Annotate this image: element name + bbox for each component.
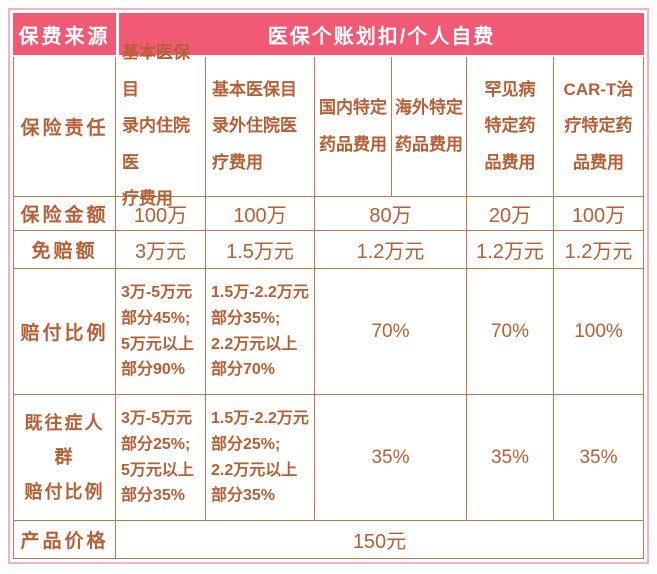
deductible-cart: 1.2万元	[554, 231, 644, 269]
liability-col-rare-disease-drugs: 罕见病 特定药 品费用	[467, 57, 554, 197]
preexisting-payout-rare-disease: 35%	[467, 395, 554, 521]
payout-specified-drugs: 70%	[315, 269, 467, 395]
preexisting-payout-specified-drugs: 35%	[315, 395, 467, 521]
product-price-value: 150元	[116, 521, 644, 559]
premium-source-header-row: 保费来源 医保个账划扣/个人自费	[13, 13, 644, 55]
payout-inpatient-in-catalog: 3万-5万元 部分45%; 5万元以上 部分90%	[116, 269, 206, 395]
liability-col-inpatient-out-catalog: 基本医保目 录外住院医 疗费用	[206, 57, 315, 197]
preexisting-payout-cart: 35%	[554, 395, 644, 521]
liability-col-overseas-drugs: 海外特定 药品费用	[392, 57, 467, 197]
row-label-insured-amount: 保险金额	[14, 197, 116, 231]
preexisting-payout-inpatient-out-catalog: 1.5万-2.2万元 部分25%; 2.2万元以上 部分35%	[206, 395, 315, 521]
liability-col-domestic-drugs: 国内特定 药品费用	[315, 57, 392, 197]
payout-rare-disease: 70%	[467, 269, 554, 395]
premium-source-value: 医保个账划扣/个人自费	[119, 13, 644, 55]
preexisting-payout-inpatient-in-catalog: 3万-5万元 部分25%; 5万元以上 部分35%	[116, 395, 206, 521]
row-label-liability: 保险责任	[14, 57, 116, 197]
deductible-inpatient-out-catalog: 1.5万元	[206, 231, 315, 269]
payout-cart: 100%	[554, 269, 644, 395]
amount-inpatient-out-catalog: 100万	[206, 197, 315, 231]
amount-cart: 100万	[554, 197, 644, 231]
table-grid: 保险责任 基本医保目 录内住院医 疗费用 基本医保目 录外住院医 疗费用 国内特…	[13, 43, 644, 559]
row-label-product-price: 产品价格	[14, 521, 116, 559]
payout-inpatient-out-catalog: 1.5万-2.2万元 部分35%; 2.2万元以上 部分70%	[206, 269, 315, 395]
insurance-benefits-table: 保费来源 医保个账划扣/个人自费 保险责任 基本医保目 录内住院医 疗费用 基本…	[8, 8, 649, 564]
amount-rare-disease: 20万	[467, 197, 554, 231]
amount-inpatient-in-catalog: 100万	[116, 197, 206, 231]
premium-source-label: 保费来源	[13, 13, 116, 55]
amount-specified-drugs: 80万	[315, 197, 467, 231]
deductible-specified-drugs: 1.2万元	[315, 231, 467, 269]
row-label-deductible: 免赔额	[14, 231, 116, 269]
row-label-preexisting-payout-ratio: 既往症人群 赔付比例	[14, 395, 116, 521]
liability-col-inpatient-in-catalog: 基本医保目 录内住院医 疗费用	[116, 43, 206, 208]
deductible-inpatient-in-catalog: 3万元	[116, 231, 206, 269]
liability-col-cart-drugs: CAR-T治 疗特定药 品费用	[554, 57, 644, 197]
row-label-payout-ratio: 赔付比例	[14, 269, 116, 395]
deductible-rare-disease: 1.2万元	[467, 231, 554, 269]
